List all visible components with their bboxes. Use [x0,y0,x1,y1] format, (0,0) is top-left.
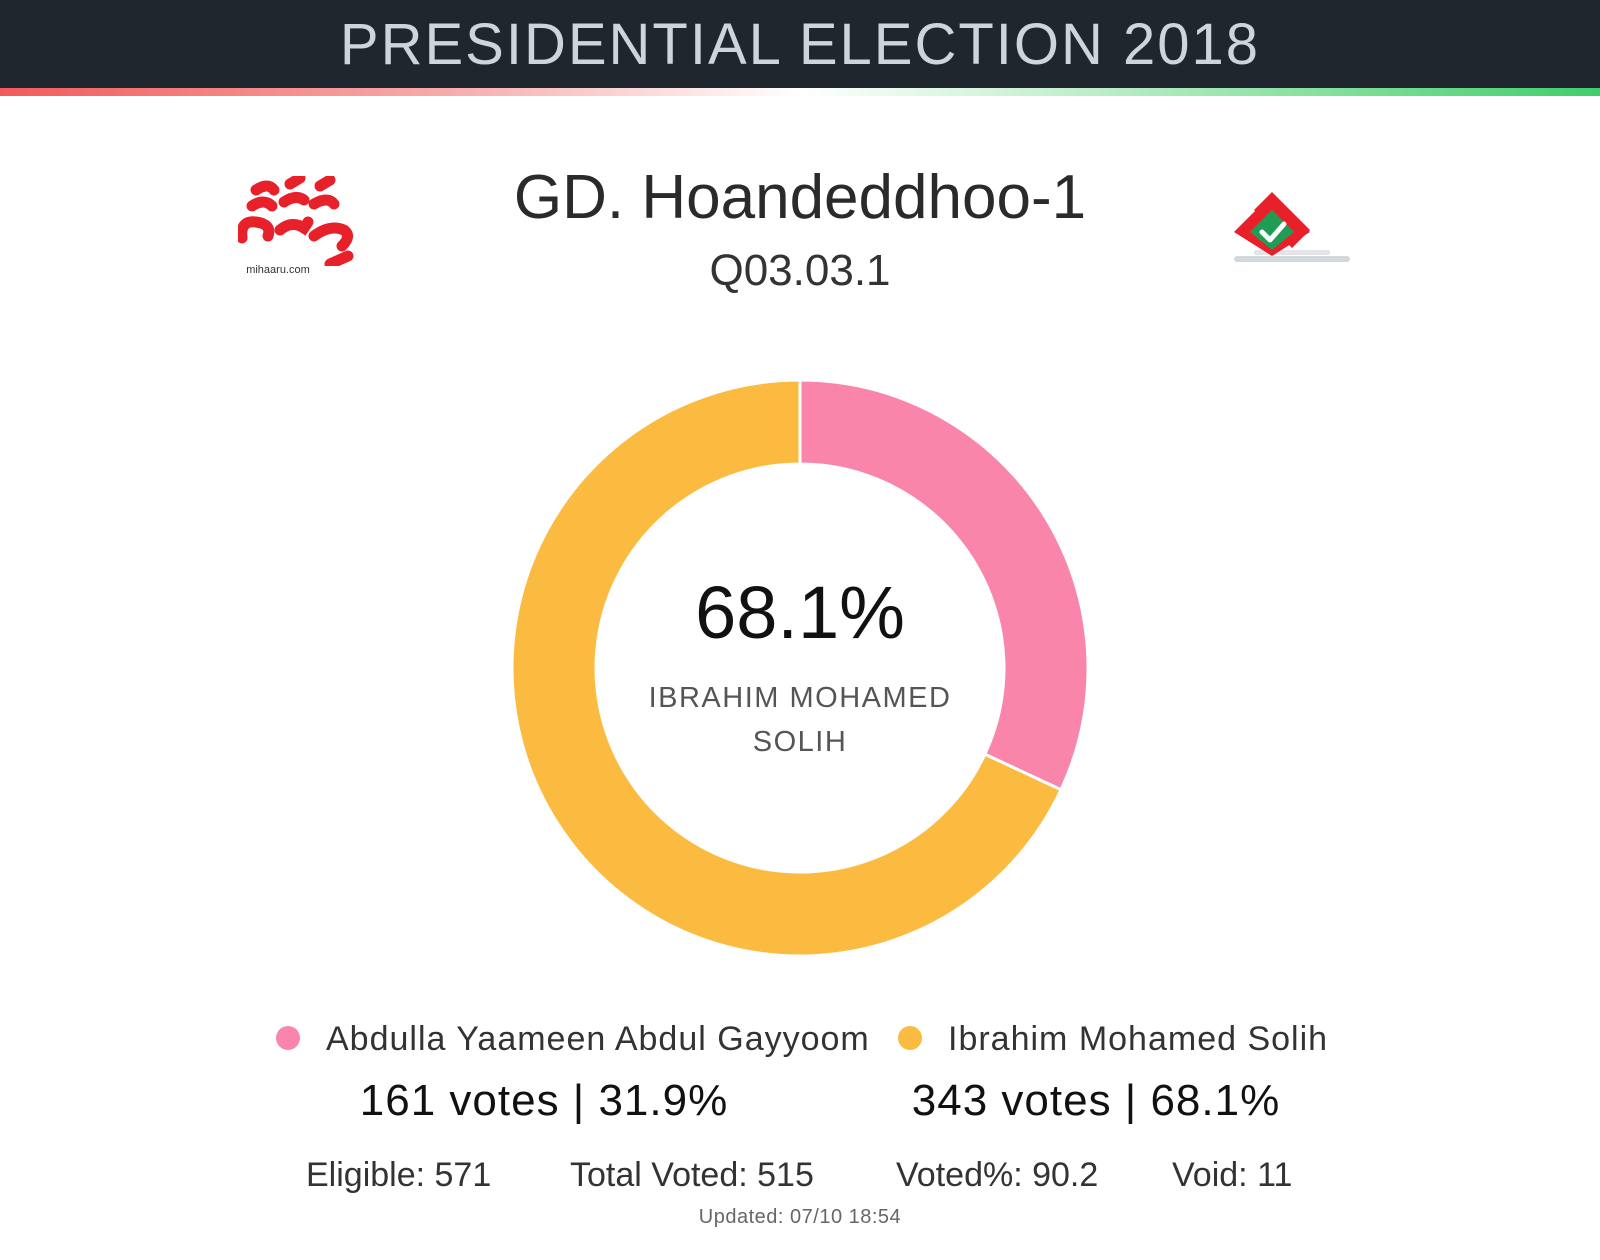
legend-dot-icon [898,1026,922,1050]
mihaaru-logo: mihaaru.com [236,172,362,286]
logo-caption: mihaaru.com [246,264,310,276]
legend-label: Ibrahim Mohamed Solih [948,1020,1329,1058]
updated-timestamp: Updated: 07/10 18:54 [698,1206,902,1228]
legend-dot-icon [276,1026,300,1050]
leading-candidate: IBRAHIM MOHAMED SOLIH [648,682,952,758]
constituency-name: GD. Hoandeddhoo-1 [513,163,1087,232]
constituency-code: Q03.03.1 [709,246,891,295]
page-title: PRESIDENTIAL ELECTION 2018 [339,12,1261,77]
leading-percent: 68.1% [695,571,905,654]
legend-label: Abdulla Yaameen Abdul Gayyoom [326,1020,870,1058]
stat-voted-percent: Voted%: 90.2 [896,1156,1099,1194]
slice-solih[interactable] [510,378,1064,958]
votes-solih: 343 votes | 68.1% [911,1076,1281,1125]
accent-stripe [0,88,1600,96]
slice-yaameen[interactable] [798,378,1090,792]
mihaaru-logo-icon [236,172,354,270]
ballot-checkmark-icon [1234,192,1350,262]
results-donut-chart [510,378,1090,958]
header-bar: PRESIDENTIAL ELECTION 2018 [0,0,1600,88]
ballot-logo [1230,190,1360,280]
stat-void: Void: 11 [1172,1156,1293,1194]
votes-yaameen: 161 votes | 31.9% [359,1076,729,1125]
stat-total-voted: Total Voted: 515 [570,1156,814,1194]
stat-eligible: Eligible: 571 [306,1156,492,1194]
